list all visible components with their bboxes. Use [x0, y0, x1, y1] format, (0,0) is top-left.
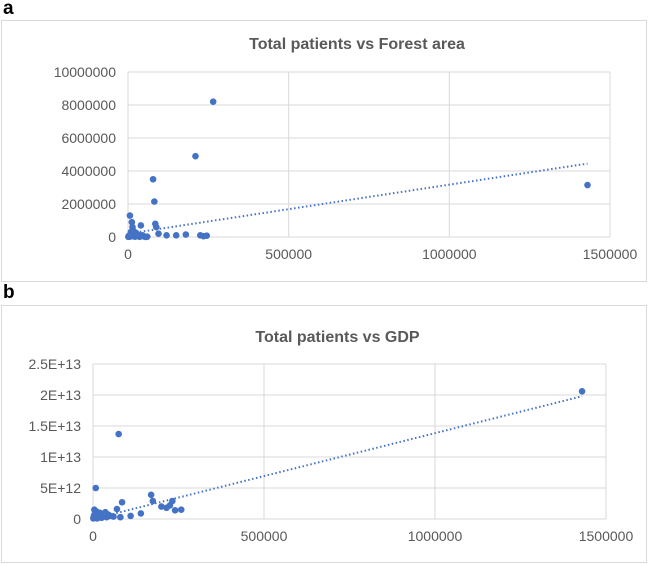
chart-b-frame	[1, 305, 647, 563]
y-tick-label: 0	[108, 229, 116, 245]
data-point	[147, 491, 155, 499]
data-point	[163, 232, 170, 239]
x-tick-label: 500000	[241, 528, 288, 544]
y-tick-label: 5E+12	[40, 480, 81, 496]
data-point	[127, 512, 134, 520]
data-point	[128, 218, 136, 226]
x-tick-label: 500000	[265, 246, 312, 262]
x-tick-label: 0	[89, 528, 97, 544]
y-tick-label: 4000000	[61, 163, 116, 179]
chart-title: Total patients vs Forest area	[249, 36, 465, 53]
y-tick-label: 6000000	[61, 130, 116, 146]
x-tick-label: 0	[124, 246, 132, 262]
data-point	[155, 230, 162, 237]
data-point	[209, 98, 217, 105]
panel-label-a: a	[3, 0, 14, 19]
data-point	[172, 232, 180, 239]
data-point	[578, 387, 586, 395]
data-point	[137, 510, 145, 517]
x-tick-label: 1000000	[422, 246, 477, 262]
data-point	[182, 231, 190, 238]
chart-forest-area: Total patients vs Forest area 0 2000000 400…	[54, 36, 638, 262]
data-point	[126, 212, 134, 219]
data-point	[584, 181, 591, 189]
data-point	[149, 497, 157, 505]
data-point	[118, 498, 126, 506]
chart-gdp: Total patients vs GDP 0 5E+12 1E+13 1.5E+13 2…	[28, 329, 634, 544]
y-tick-label: 2.5E+13	[28, 356, 81, 372]
data-point	[115, 430, 122, 438]
y-tick-label: 0	[73, 511, 81, 527]
y-tick-label: 2000000	[61, 196, 116, 212]
data-point	[177, 506, 185, 513]
y-tick-label: 1E+13	[40, 449, 81, 465]
y-tick-label: 2E+13	[40, 387, 81, 403]
data-point	[152, 223, 160, 231]
data-point	[151, 198, 158, 205]
data-point	[143, 233, 151, 240]
panel-label-b: b	[3, 282, 15, 303]
x-tick-label: 1500000	[583, 246, 638, 262]
x-tick-label: 1500000	[579, 528, 634, 544]
data-point	[192, 152, 199, 160]
data-point	[169, 497, 176, 505]
y-tick-label: 8000000	[61, 97, 116, 113]
data-point	[92, 484, 100, 492]
data-point	[110, 513, 117, 520]
chart-title: Total patients vs GDP	[255, 329, 420, 346]
data-point	[117, 513, 124, 521]
trendline	[92, 395, 583, 520]
chart-a-frame	[1, 20, 647, 282]
data-point	[149, 175, 157, 183]
data-point	[113, 505, 121, 513]
y-tick-label: 1.5E+13	[28, 418, 81, 434]
x-tick-label: 1000000	[408, 528, 463, 544]
trendline	[127, 162, 588, 235]
data-point	[203, 232, 211, 239]
y-tick-label: 10000000	[54, 64, 117, 80]
data-point	[137, 222, 145, 229]
data-point	[158, 503, 165, 510]
data-point	[171, 507, 179, 514]
